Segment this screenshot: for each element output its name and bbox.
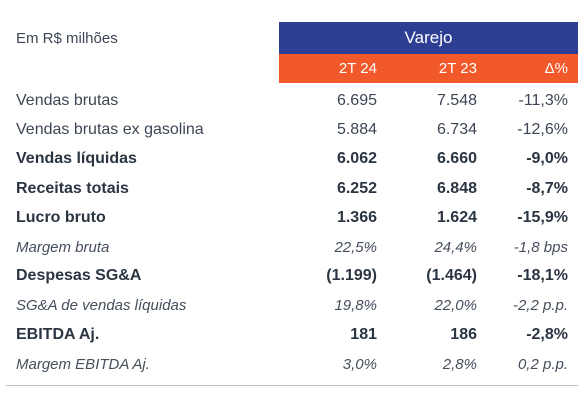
- row-label: Margem bruta: [16, 238, 110, 256]
- table-row: Lucro bruto 1.366 1.624 -15,9%: [6, 203, 578, 232]
- value-previous: 6.660: [436, 150, 477, 168]
- row-label: Receitas totais: [16, 179, 129, 197]
- value-current: 6.062: [336, 150, 377, 168]
- value-delta: -2,8%: [526, 326, 568, 344]
- value-previous: 22,0%: [434, 297, 477, 315]
- row-label: Vendas brutas ex gasolina: [16, 120, 204, 138]
- financial-table: Em R$ milhões Varejo 2T 24 2T 23 Δ% Vend…: [6, 14, 578, 386]
- value-delta: -15,9%: [517, 208, 568, 226]
- row-label: EBITDA Aj.: [16, 326, 100, 344]
- column-header-previous: 2T 23: [438, 60, 477, 77]
- value-previous: (1.464): [426, 267, 477, 285]
- value-current: 6.252: [336, 179, 377, 197]
- value-delta: -2,2 p.p.: [512, 297, 568, 315]
- value-current: 19,8%: [334, 297, 377, 315]
- column-header-delta: Δ%: [544, 60, 568, 77]
- value-delta: -9,0%: [526, 150, 568, 168]
- value-delta: -8,7%: [526, 179, 568, 197]
- table-body: Vendas brutas 6.695 7.548 -11,3% Vendas …: [6, 86, 578, 379]
- bottom-divider: [6, 385, 578, 386]
- value-previous: 6.734: [436, 120, 477, 138]
- value-previous: 2,8%: [442, 355, 477, 373]
- row-label: Vendas líquidas: [16, 150, 137, 168]
- row-label: Vendas brutas: [16, 91, 119, 109]
- value-previous: 24,4%: [434, 238, 477, 256]
- value-current: 181: [350, 326, 377, 344]
- value-previous: 1.624: [436, 208, 477, 226]
- row-label: SG&A de vendas líquidas: [16, 297, 187, 315]
- table-row: Vendas brutas ex gasolina 5.884 6.734 -1…: [6, 115, 578, 144]
- value-delta: -1,8 bps: [513, 238, 568, 256]
- row-label: Margem EBITDA Aj.: [16, 355, 150, 373]
- value-current: 1.366: [336, 208, 377, 226]
- row-label: Lucro bruto: [16, 208, 106, 226]
- column-header-current: 2T 24: [338, 60, 377, 77]
- row-label: Despesas SG&A: [16, 267, 142, 285]
- table-row: Margem bruta 22,5% 24,4% -1,8 bps: [6, 232, 578, 261]
- value-current: 22,5%: [334, 238, 377, 256]
- segment-header: Varejo: [279, 22, 578, 54]
- table-row: Despesas SG&A (1.199) (1.464) -18,1%: [6, 262, 578, 291]
- table-row: EBITDA Aj. 181 186 -2,8%: [6, 320, 578, 349]
- value-delta: 0,2 p.p.: [517, 355, 568, 373]
- column-headers: 2T 24 2T 23 Δ%: [279, 54, 578, 83]
- table-row: SG&A de vendas líquidas 19,8% 22,0% -2,2…: [6, 291, 578, 320]
- table-header: Em R$ milhões Varejo: [6, 14, 578, 54]
- value-previous: 186: [450, 326, 477, 344]
- value-previous: 6.848: [436, 179, 477, 197]
- value-current: (1.199): [326, 267, 377, 285]
- value-delta: -12,6%: [517, 120, 568, 138]
- value-delta: -18,1%: [517, 267, 568, 285]
- value-current: 6.695: [336, 91, 377, 109]
- value-delta: -11,3%: [518, 91, 568, 109]
- value-current: 3,0%: [342, 355, 377, 373]
- table-row: Vendas brutas 6.695 7.548 -11,3%: [6, 86, 578, 115]
- table-row: Vendas líquidas 6.062 6.660 -9,0%: [6, 145, 578, 174]
- value-current: 5.884: [336, 120, 377, 138]
- table-row: Margem EBITDA Aj. 3,0% 2,8% 0,2 p.p.: [6, 350, 578, 379]
- table-row: Receitas totais 6.252 6.848 -8,7%: [6, 174, 578, 203]
- value-previous: 7.548: [436, 91, 477, 109]
- unit-label: Em R$ milhões: [16, 30, 118, 47]
